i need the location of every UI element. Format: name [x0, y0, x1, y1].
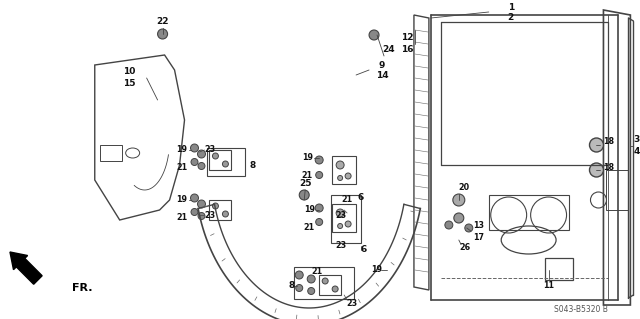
- Bar: [545, 258, 573, 280]
- Circle shape: [336, 161, 344, 169]
- Circle shape: [191, 159, 198, 166]
- Circle shape: [453, 194, 465, 206]
- Circle shape: [454, 213, 464, 223]
- Circle shape: [308, 287, 315, 294]
- Bar: [207, 148, 245, 176]
- Text: 21: 21: [176, 164, 187, 173]
- Text: 18: 18: [603, 164, 614, 173]
- Circle shape: [345, 173, 351, 179]
- Text: 19: 19: [372, 265, 383, 275]
- Text: 19: 19: [301, 153, 313, 162]
- Text: 6: 6: [358, 194, 364, 203]
- Circle shape: [315, 204, 323, 212]
- Circle shape: [300, 190, 309, 200]
- Circle shape: [589, 138, 604, 152]
- Bar: [607, 170, 628, 210]
- Circle shape: [332, 286, 338, 292]
- Circle shape: [223, 211, 228, 217]
- Text: 21: 21: [312, 268, 323, 277]
- Text: 26: 26: [460, 243, 470, 253]
- Circle shape: [191, 144, 198, 152]
- Circle shape: [316, 219, 323, 226]
- Circle shape: [212, 153, 218, 159]
- Bar: [319, 275, 341, 295]
- Text: 19: 19: [176, 145, 187, 154]
- Text: 21: 21: [342, 196, 353, 204]
- Text: 23: 23: [346, 299, 358, 308]
- Text: 15: 15: [124, 78, 136, 87]
- Circle shape: [589, 163, 604, 177]
- Bar: [331, 195, 361, 243]
- Circle shape: [198, 200, 205, 208]
- Bar: [209, 200, 232, 220]
- Text: 8: 8: [288, 281, 294, 291]
- Bar: [100, 145, 122, 161]
- Text: 14: 14: [376, 71, 388, 80]
- Text: 8: 8: [249, 160, 255, 169]
- Text: FR.: FR.: [72, 283, 92, 293]
- Text: 21: 21: [301, 170, 313, 180]
- Circle shape: [307, 275, 315, 283]
- Bar: [294, 267, 354, 299]
- Text: S043-B5320 B: S043-B5320 B: [554, 306, 607, 315]
- Text: 9: 9: [379, 61, 385, 70]
- Text: 23: 23: [335, 241, 347, 249]
- Text: 21: 21: [303, 222, 315, 232]
- Circle shape: [336, 209, 344, 217]
- Bar: [332, 204, 356, 232]
- Bar: [209, 150, 232, 170]
- Text: 23: 23: [204, 211, 215, 219]
- Text: 1: 1: [508, 4, 514, 12]
- Circle shape: [212, 203, 218, 209]
- Text: 11: 11: [543, 280, 554, 290]
- Text: 23: 23: [204, 145, 215, 154]
- Circle shape: [369, 30, 379, 40]
- Text: 22: 22: [156, 18, 169, 26]
- Circle shape: [191, 209, 198, 216]
- Text: 25: 25: [299, 179, 312, 188]
- Text: 4: 4: [633, 147, 639, 157]
- Circle shape: [191, 194, 198, 202]
- Circle shape: [322, 278, 328, 284]
- Bar: [332, 156, 356, 184]
- Text: 13: 13: [473, 221, 484, 231]
- Circle shape: [338, 175, 342, 181]
- FancyArrow shape: [10, 252, 42, 284]
- Text: 2: 2: [508, 13, 514, 23]
- Text: 17: 17: [473, 233, 484, 241]
- Circle shape: [198, 212, 205, 219]
- Bar: [489, 195, 568, 230]
- Text: 19: 19: [304, 205, 315, 214]
- Circle shape: [157, 29, 168, 39]
- Circle shape: [445, 221, 453, 229]
- Text: 10: 10: [124, 68, 136, 77]
- Circle shape: [223, 161, 228, 167]
- Circle shape: [338, 224, 342, 228]
- Text: 24: 24: [383, 46, 396, 55]
- Circle shape: [316, 172, 323, 179]
- Circle shape: [295, 271, 303, 279]
- Circle shape: [296, 285, 303, 292]
- Circle shape: [198, 162, 205, 169]
- Text: 19: 19: [176, 196, 187, 204]
- Text: 23: 23: [335, 211, 347, 219]
- Text: 12: 12: [401, 33, 413, 42]
- Text: 21: 21: [176, 213, 187, 222]
- Text: 16: 16: [401, 46, 413, 55]
- Circle shape: [465, 224, 473, 232]
- Text: 20: 20: [458, 183, 469, 192]
- Circle shape: [198, 150, 205, 158]
- Circle shape: [315, 156, 323, 164]
- Circle shape: [345, 221, 351, 227]
- Text: 6: 6: [361, 246, 367, 255]
- Text: 18: 18: [603, 137, 614, 146]
- Text: 3: 3: [633, 136, 639, 145]
